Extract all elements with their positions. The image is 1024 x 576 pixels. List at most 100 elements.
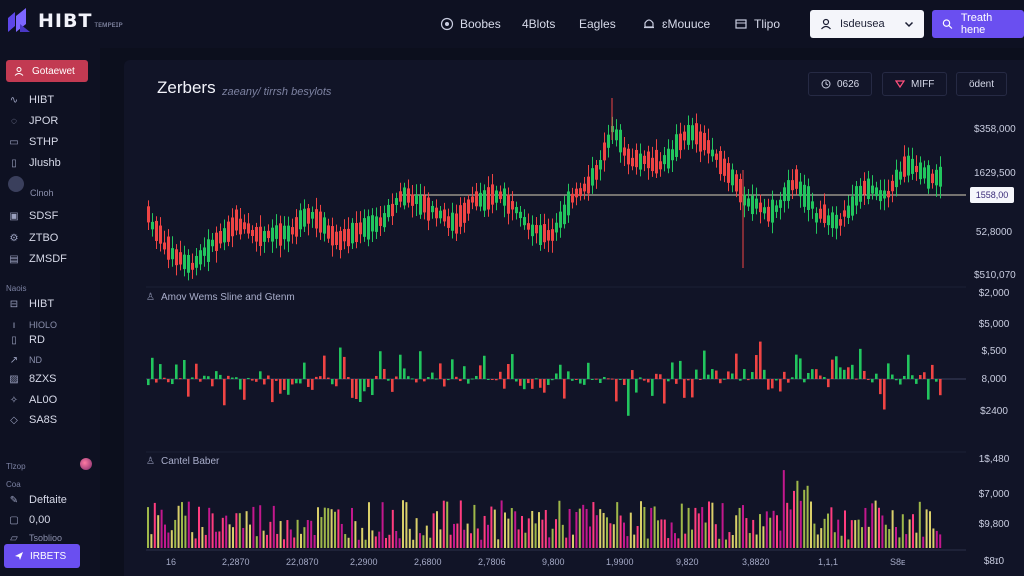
sidebar-item-ztbo[interactable]: ⚙ ZTBO [8, 232, 59, 244]
volume-bar [578, 508, 581, 548]
notification-dot[interactable] [80, 458, 92, 470]
candle-body [331, 226, 334, 246]
sidebar-item-al0o[interactable]: ✧ AL0O [8, 394, 57, 406]
candle-body [591, 168, 594, 186]
oscillator-bar [803, 379, 806, 383]
candle-body [675, 134, 678, 157]
nav-item-tlipo[interactable]: Tlipo [734, 0, 780, 48]
oscillator-bar [791, 377, 794, 379]
oscillator-bar [823, 377, 826, 379]
candle-body [875, 187, 878, 197]
volume-bar [844, 510, 846, 548]
volume-bar [232, 527, 234, 548]
square-icon: ▢ [9, 514, 19, 526]
candle-body [699, 131, 702, 152]
trade-button[interactable]: Treath hene [932, 10, 1024, 38]
volume-bar [470, 533, 472, 548]
x-axis-label: 9,800 [542, 557, 565, 567]
candle-body [499, 191, 502, 200]
candle-body [207, 239, 210, 262]
volume-bar [415, 518, 418, 548]
sidebar-item-tsoblioo[interactable]: ▱ Tsoblioo [8, 532, 62, 544]
volume-axis-label: $7,000 [978, 489, 1010, 500]
oscillator-bar [911, 375, 914, 379]
candle-body [791, 180, 794, 191]
sidebar-item-label: Jlushb [29, 157, 61, 169]
oscillator-bar [383, 368, 386, 379]
candle-body [355, 223, 358, 243]
volume-bar [334, 511, 336, 548]
avatar-row[interactable] [8, 176, 24, 192]
logo[interactable]: HIBT ᴛᴇᴍᴘᴇɪᴘ [6, 6, 123, 36]
candle-body [531, 224, 534, 237]
candle-body [855, 186, 858, 206]
volume-bar [194, 538, 197, 548]
sidebar-item-jlushb[interactable]: ▯ Jlushb [8, 157, 61, 169]
sidebar-primary-button[interactable]: Gotaewet [6, 60, 88, 82]
volume-bar [646, 538, 649, 548]
volume-bar [422, 535, 425, 548]
oscillator-bar [399, 354, 402, 379]
sidebar-item-zmsdf[interactable]: ▤ ZMSDF [8, 253, 67, 265]
candle-body [299, 210, 302, 230]
candle-body [307, 208, 310, 224]
candle-body [775, 205, 778, 212]
sidebar-item-sdsf[interactable]: ▣ SDSF [8, 210, 58, 222]
candle-body [647, 151, 650, 169]
nav-item-4blots[interactable]: 4Blots [522, 0, 555, 48]
nav-item-boobes[interactable]: Boobes [440, 0, 501, 48]
sidebar-item-sa8s[interactable]: ◇ SA8S [8, 414, 57, 426]
sidebar-item-sthp[interactable]: ▭ STHP [8, 136, 58, 148]
sidebar-item-jpor[interactable]: ◌ JPOR [8, 115, 58, 127]
oscillator-pane-label: ♙ Amov Wems Sline and Gtenm [146, 292, 295, 303]
volume-bar [691, 529, 693, 548]
candle-body [803, 184, 806, 207]
nav-item-eagles[interactable]: Eagles [579, 0, 616, 48]
nav-item-mouuce[interactable]: ɛMouuce [642, 0, 710, 48]
sidebar-item-nd[interactable]: ↗ ND [8, 354, 42, 366]
sidebar-item-hibt-2[interactable]: ⊟ HIBT [8, 298, 54, 310]
sidebar-item-hibt[interactable]: ∿ HIBT [8, 94, 54, 106]
volume-bar [242, 527, 245, 548]
sidebar-item-hiolo[interactable]: ı HIOLO [8, 319, 57, 331]
sidebar-item-000[interactable]: ▢ 0,00 [8, 514, 50, 526]
volume-bar [755, 534, 758, 548]
volume-bar [436, 511, 438, 548]
chip-odent[interactable]: ödent [956, 72, 1008, 96]
sidebar-item-8zxs[interactable]: ▨ 8ZXS [8, 373, 56, 385]
sidebar-bottom-button[interactable]: IRBETS [4, 544, 80, 568]
candle-body [571, 193, 574, 203]
oscillator-bar [879, 379, 882, 395]
oscillator-bar [571, 379, 574, 381]
candle-body [863, 180, 866, 195]
volume-bar [395, 530, 398, 548]
candle-body [519, 211, 522, 219]
oscillator-bar [607, 378, 610, 380]
sidebar-item-rd[interactable]: ▯ RD [8, 334, 45, 346]
chip-time[interactable]: 0626 [808, 72, 873, 96]
oscillator-bar [815, 369, 818, 379]
oscillator-bar [495, 379, 498, 381]
oscillator-bar [407, 376, 410, 379]
candle-body [655, 149, 658, 174]
sidebar-primary-label: Gotaewet [32, 65, 75, 77]
sidebar-item-label: JPOR [29, 115, 59, 127]
chip-miff[interactable]: MIFF [882, 72, 948, 96]
volume-bar [252, 506, 255, 548]
candle-body [879, 190, 882, 202]
oscillator-bar [931, 364, 934, 379]
candle-body [743, 194, 746, 206]
user-dropdown[interactable]: Isdeusea [810, 10, 924, 38]
volume-bar [711, 502, 714, 548]
sidebar-item-label: Deftaite [29, 494, 67, 506]
sidebar-item-deftaite[interactable]: ✎ Deftaite [8, 494, 67, 506]
volume-bar [283, 539, 285, 548]
candle-body [907, 155, 910, 176]
oscillator-bar [711, 369, 714, 379]
volume-bar [385, 537, 387, 548]
volume-bar [262, 530, 265, 548]
candle-body [295, 217, 298, 237]
oscillator-bar [311, 379, 314, 390]
volume-bar [629, 512, 632, 548]
